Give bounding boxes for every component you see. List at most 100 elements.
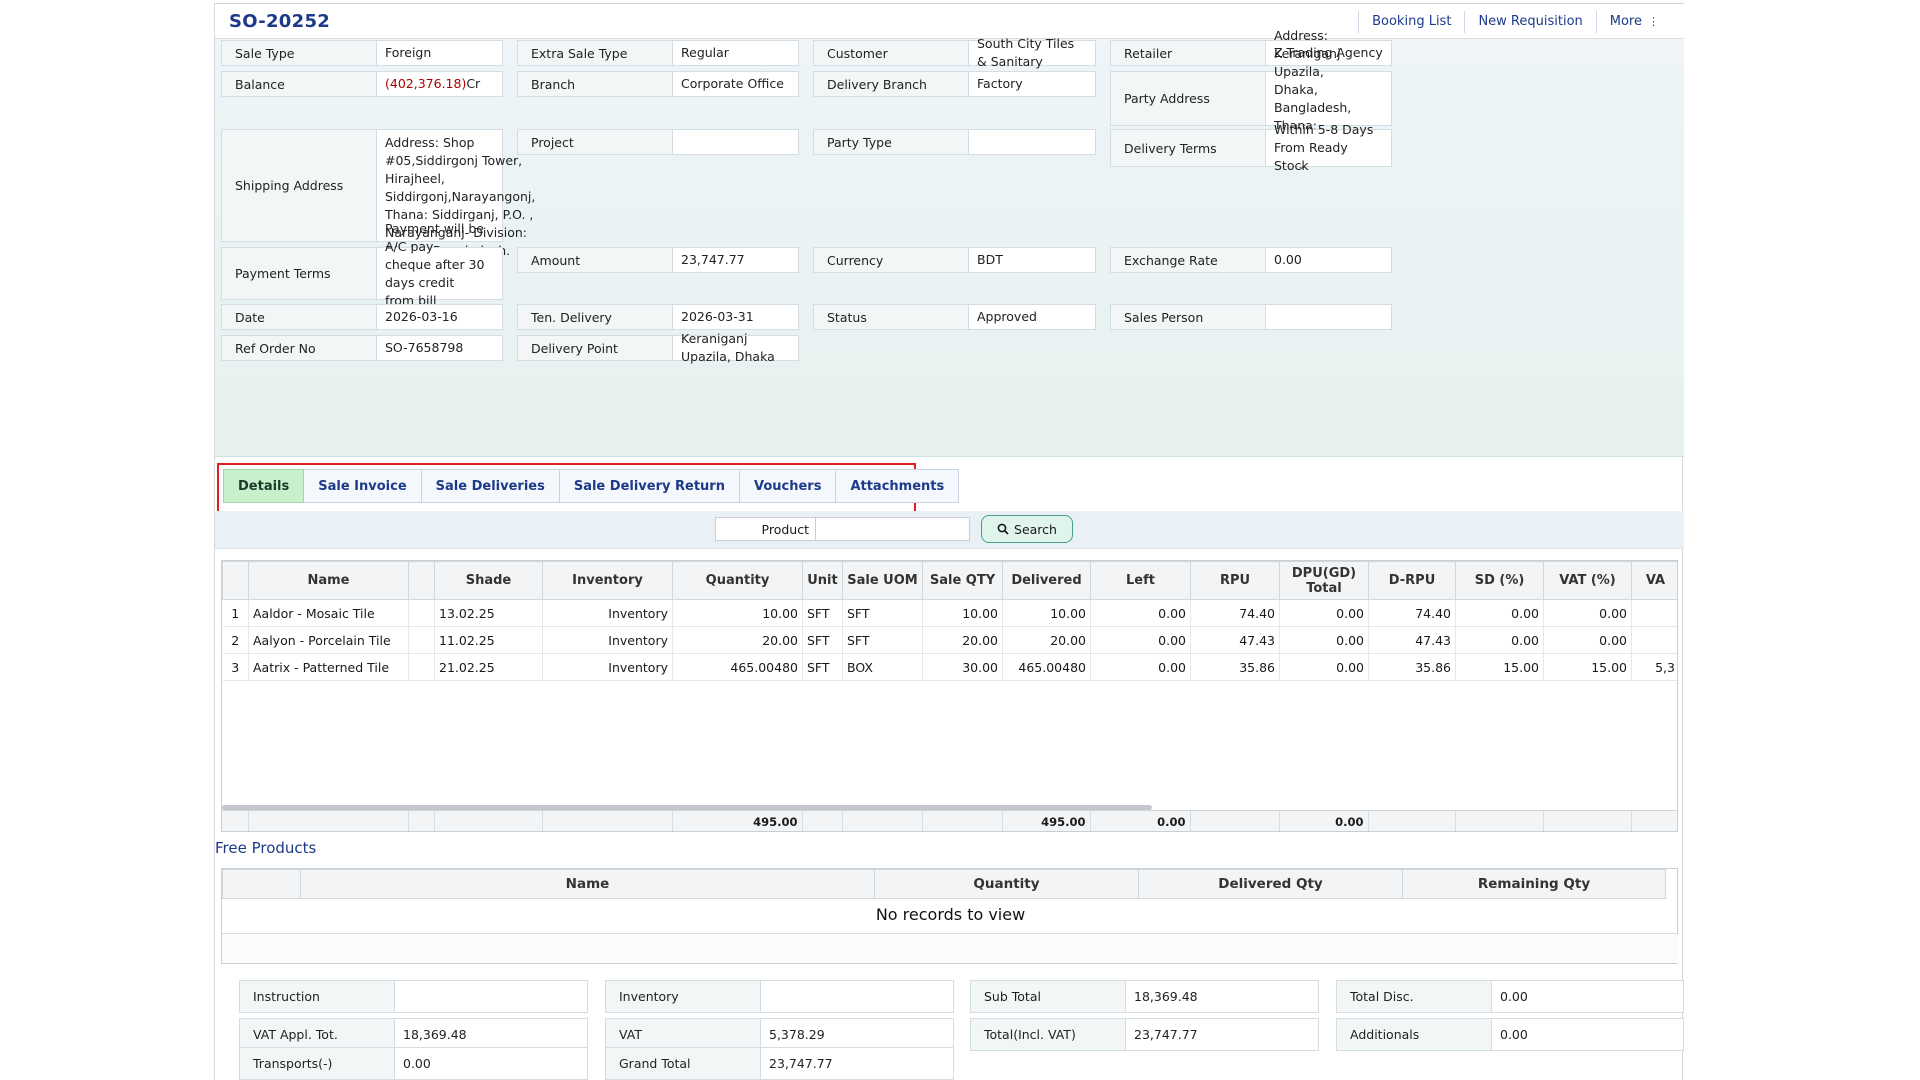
total-cell [222,811,249,831]
search-button[interactable]: Search [981,515,1073,543]
field-value: BDT [977,252,1003,267]
column-header[interactable]: VA [1631,561,1677,600]
column-header[interactable]: Sale QTY [922,561,1003,600]
table-cell: 15.00 [1455,653,1544,681]
free-products-grid: Name Quantity Delivered Qty Remaining Qty N… [221,868,1679,964]
table-cell [408,626,435,654]
field-ref-order-no: Ref Order No SO-7658798 [221,335,503,361]
column-header[interactable]: SD (%) [1455,561,1544,600]
table-cell: 20.00 [922,626,1003,654]
detail-tabs: Details Sale Invoice Sale Deliveries Sal… [215,463,960,513]
field-value: (402,376.18) Cr [377,72,502,96]
field-sale-type: Sale Type Foreign [221,40,503,66]
field-label: Inventory [606,981,761,1012]
column-header[interactable]: Shade [434,561,543,600]
field-delivery-point: Delivery Point Keraniganj Upazila, Dhaka [517,331,799,364]
field-value: Regular [681,45,729,60]
tab-sale-invoice[interactable]: Sale Invoice [304,469,422,503]
order-info-panel: Sale Type Foreign Extra Sale Type Regula… [215,28,1684,457]
horizontal-scrollbar[interactable] [222,805,1152,810]
more-menu-button[interactable]: More ⋮ [1595,11,1672,33]
total-cell: 0.00 [1090,811,1191,831]
table-cell: Aaldor - Mosaic Tile [248,599,409,627]
table-row[interactable]: 1 Aaldor - Mosaic Tile 13.02.25 Inventory 10… [222,599,1677,627]
tab-sale-delivery-return[interactable]: Sale Delivery Return [559,469,740,503]
column-header[interactable]: Unit [802,561,843,600]
table-cell: 10.00 [922,599,1003,627]
column-header[interactable]: VAT (%) [1543,561,1632,600]
table-cell: 2 [222,626,249,654]
field-label: Party Address [1111,72,1266,125]
free-column-header[interactable]: Delivered Qty [1138,869,1403,899]
tab-details[interactable]: Details [223,469,305,503]
column-header[interactable]: RPU [1190,561,1280,600]
table-cell: 30.00 [922,653,1003,681]
table-cell [408,599,435,627]
table-cell: Inventory [542,626,673,654]
table-cell: 0.00 [1543,626,1632,654]
column-header[interactable]: Left [1090,561,1191,600]
field-value: Factory [977,76,1023,91]
field-value: South City Tiles & Sanitary [977,36,1075,69]
table-cell [1631,599,1677,627]
column-header[interactable]: Sale UOM [842,561,923,600]
details-table: Name Shade Inventory Quantity Unit Sale UOM Sa… [222,561,1677,681]
balance-amount: (402,376.18) [385,76,467,91]
table-row[interactable]: 2 Aalyon - Porcelain Tile 11.02.25 Inventor… [222,626,1677,654]
summary-inventory: Inventory [605,980,954,1013]
field-label: Instruction [240,981,395,1012]
tab-vouchers[interactable]: Vouchers [739,469,837,503]
product-search-input[interactable] [815,517,970,541]
table-cell: 11.02.25 [434,626,543,654]
field-value: Within 5-8 Days From Ready Stock [1274,122,1374,173]
column-header[interactable]: DPU(GD) Total [1279,561,1369,600]
table-row[interactable]: 3 Aatrix - Patterned Tile 21.02.25 Inventor… [222,653,1677,681]
field-value: Z Trading Agency [1274,45,1383,60]
column-header[interactable] [408,561,435,600]
field-value: 0.00 [403,1055,431,1071]
field-label: Delivery Branch [814,72,969,96]
total-cell [248,811,409,831]
column-header[interactable]: Inventory [542,561,673,600]
field-value: 2026-03-16 [385,309,458,324]
table-cell: 5,3 [1631,653,1677,681]
field-delivery-branch: Delivery Branch Factory [813,71,1096,97]
column-header[interactable] [222,561,249,600]
table-cell: 20.00 [1002,626,1091,654]
booking-list-link[interactable]: Booking List [1358,11,1464,33]
tab-attachments[interactable]: Attachments [836,469,960,503]
details-grid: Name Shade Inventory Quantity Unit Sale UOM Sa… [221,560,1678,832]
field-label: Retailer [1111,41,1266,65]
field-delivery-terms: Delivery Terms Within 5-8 Days From Read… [1110,122,1392,173]
field-label: Grand Total [606,1048,761,1079]
field-label: Sales Person [1111,305,1266,329]
field-label: Extra Sale Type [518,41,673,65]
details-totals-row: 495.00 495.00 0.00 0.00 [222,810,1677,831]
new-requisition-link[interactable]: New Requisition [1464,11,1595,33]
field-value: Keraniganj Upazila, Dhaka [681,331,775,364]
free-column-header[interactable] [222,869,301,899]
free-column-header[interactable]: Name [300,869,875,899]
table-cell: 0.00 [1455,626,1544,654]
free-column-header[interactable]: Quantity [874,869,1139,899]
table-cell: Aatrix - Patterned Tile [248,653,409,681]
column-header[interactable]: Delivered [1002,561,1091,600]
table-cell: 0.00 [1090,599,1191,627]
summary-grand-total: Grand Total 23,747.77 [605,1047,954,1080]
table-cell: SFT [842,626,923,654]
column-header[interactable]: D-RPU [1368,561,1456,600]
field-label: Payment Terms [222,248,377,299]
tab-sale-deliveries[interactable]: Sale Deliveries [421,469,560,503]
free-column-header[interactable]: Remaining Qty [1402,869,1666,899]
column-header[interactable]: Quantity [672,561,803,600]
field-value: 5,378.29 [769,1026,825,1042]
search-button-label: Search [1014,521,1057,537]
field-retailer: Retailer Z Trading Agency [1110,40,1392,66]
product-search-bar: Product Search [215,511,1684,549]
column-header[interactable]: Name [248,561,409,600]
field-sales-person: Sales Person [1110,304,1392,330]
summary-additionals: Additionals 0.00 [1336,1018,1684,1051]
field-label: Sub Total [971,981,1126,1012]
field-label: Additionals [1337,1019,1492,1050]
field-label: Shipping Address [222,130,377,241]
